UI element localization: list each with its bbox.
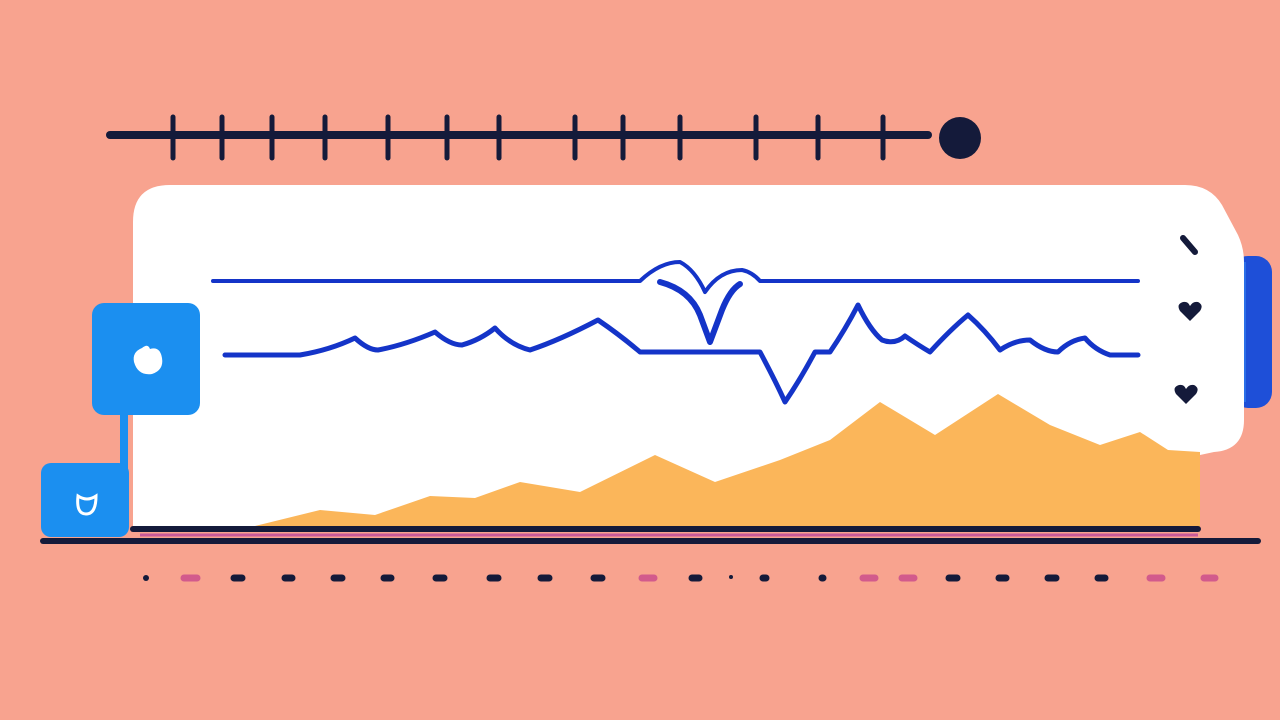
dot <box>729 575 733 579</box>
connector <box>120 410 128 470</box>
dash-row <box>143 574 1219 582</box>
waves <box>211 260 1141 405</box>
icon-heart[interactable] <box>1178 301 1202 321</box>
slider <box>106 114 932 161</box>
dot <box>143 575 149 581</box>
icon-dash[interactable] <box>1180 235 1198 255</box>
wave-line-main <box>222 302 1141 405</box>
tile-icon <box>133 345 163 375</box>
slider-knob[interactable] <box>939 117 981 159</box>
area-chart <box>255 394 1200 528</box>
icon-heart[interactable] <box>1174 384 1198 404</box>
slider-ticks <box>170 114 886 161</box>
wave-line-top <box>211 260 1140 294</box>
tile-icon <box>76 493 98 516</box>
wave-dip <box>657 279 743 345</box>
